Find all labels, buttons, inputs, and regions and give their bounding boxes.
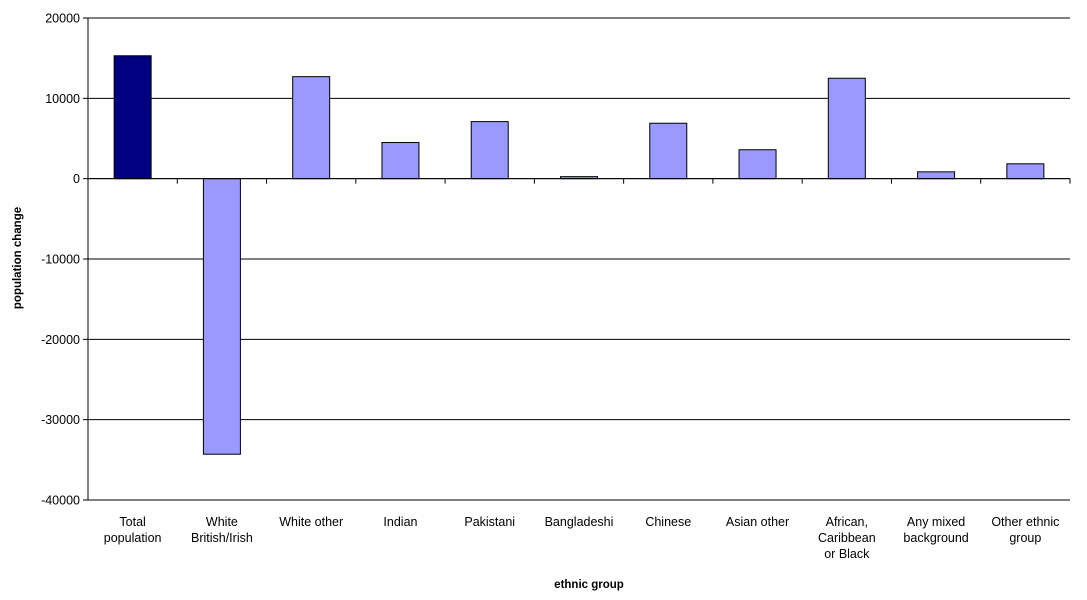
y-tick-label: -30000	[41, 413, 80, 427]
y-tick-label: 10000	[45, 92, 80, 106]
bar	[292, 76, 331, 180]
bar	[1006, 163, 1045, 180]
y-tick-label: -10000	[41, 253, 80, 267]
y-axis-title: population change	[12, 207, 24, 309]
axes	[83, 17, 1071, 501]
x-axis-title: ethnic group	[554, 579, 624, 591]
x-category-label: White British/Irish	[191, 515, 253, 545]
y-tick-label: -20000	[41, 333, 80, 347]
bar	[738, 149, 777, 180]
x-category-label: African, Caribbean or Black	[818, 515, 876, 561]
x-category-label: Indian	[383, 515, 417, 529]
x-category-label: Chinese	[645, 515, 691, 529]
bar	[202, 178, 241, 455]
bar	[827, 77, 866, 180]
y-tick-labels: 20000 10000 0 -10000 -20000 -30000 -40000	[41, 12, 80, 508]
bar	[113, 55, 152, 180]
y-tick-label: 0	[73, 172, 80, 186]
x-category-label: Pakistani	[464, 515, 515, 529]
bar	[649, 122, 688, 180]
x-category-label: White other	[279, 515, 343, 529]
y-tick-label: 20000	[45, 12, 80, 26]
bar	[917, 171, 956, 180]
x-category-label: Total population	[104, 515, 162, 545]
bar	[381, 142, 420, 180]
x-category-label: Bangladeshi	[545, 515, 614, 529]
bar	[470, 121, 509, 180]
y-tick-label: -40000	[41, 494, 80, 508]
x-category-labels: Total population White British/Irish White o…	[104, 515, 1060, 561]
bars	[113, 55, 1045, 455]
x-category-label: Other ethnic group	[991, 515, 1059, 545]
x-category-label: Asian other	[726, 515, 789, 529]
x-category-label: Any mixed background	[903, 515, 968, 545]
